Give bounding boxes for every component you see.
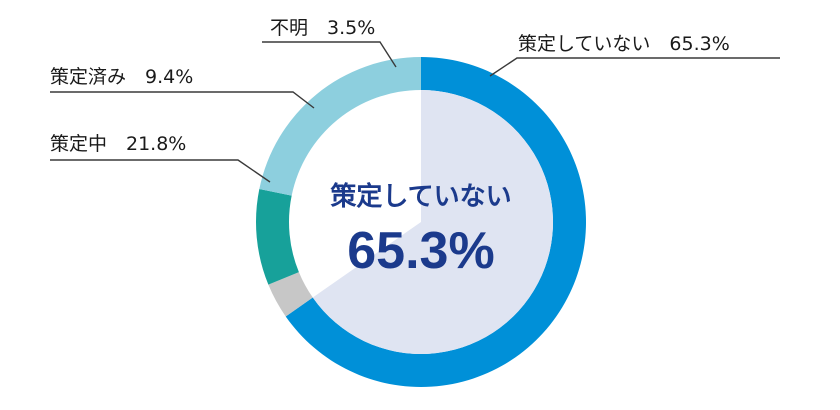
slice-label-unknown: 不明 3.5% (270, 17, 375, 39)
leader-lines-group (50, 41, 780, 183)
center-value: 65.3% (347, 222, 494, 280)
slice-labels-group: 策定していない 65.3% 不明 3.5% 策定済み 9.4% 策定中 21.8… (50, 17, 730, 155)
slice-label-in-progress: 策定中 21.8% (50, 133, 186, 155)
leader-formulated (50, 91, 315, 109)
leader-in-progress (50, 159, 271, 183)
center-text-group: 策定していない 65.3% (330, 181, 511, 280)
slice-label-not-formulated: 策定していない 65.3% (518, 33, 730, 55)
slice-in-progress (259, 57, 421, 196)
leader-unknown (262, 41, 397, 68)
slices-group (256, 57, 586, 388)
leader-not-formulated (489, 57, 780, 77)
slice-unknown (268, 272, 313, 317)
slice-formulated (256, 189, 299, 285)
highlight-wedge (312, 90, 553, 355)
center-caption: 策定していない (330, 181, 511, 212)
slice-label-formulated: 策定済み 9.4% (50, 66, 193, 88)
